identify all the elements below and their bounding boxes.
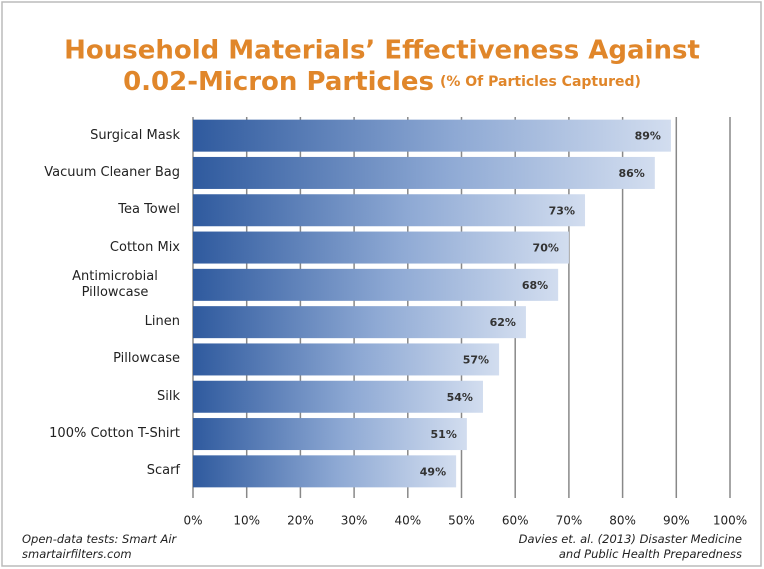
value-label: 54% [447,391,473,404]
y-tick-label: Scarf [146,463,180,479]
value-label: 86% [618,167,644,180]
note-line: smartairfilters.com [22,547,132,561]
x-tick-label: 80% [609,514,636,528]
chart-title: Household Materials’ Effectiveness Again… [64,36,700,66]
y-tick-label: Linen [144,314,180,330]
x-tick-label: 0% [183,514,202,528]
bar [193,268,559,301]
citation-note: Davies et. al. (2013) Disaster Medicine a… [519,532,742,562]
note-line: Open-data tests: Smart Air [22,532,177,546]
bar [193,119,671,152]
title-second-line: 0.02-Micron Particles [123,67,434,97]
bar [193,455,457,488]
bar [193,194,586,227]
source-note: Open-data tests: Smart Air smartairfilter… [22,532,176,562]
x-tick-label: 60% [502,514,529,528]
y-tick-label: Pillowcase [113,351,180,367]
value-label: 49% [420,465,446,478]
x-tick-label: 10% [233,514,260,528]
y-tick-label: Tea Towel [118,202,180,218]
value-label: 51% [431,428,457,441]
y-tick-label: Silk [156,388,180,404]
bar [193,418,467,451]
chart-title-line: 0.02-Micron Particles (% Of Particles Cap… [123,67,641,97]
y-tick-label: Surgical Mask [90,127,180,143]
x-tick-label: 30% [341,514,368,528]
y-tick-label: Antimicrobial Pillowcase [72,268,158,300]
x-tick-label: 40% [394,514,421,528]
value-label: 68% [522,279,548,292]
value-label: 89% [635,130,661,143]
y-tick-label: Cotton Mix [109,239,180,255]
value-label: 57% [463,353,489,366]
y-tick-label: 100% Cotton T-Shirt [49,426,180,442]
y-tick-label: Vacuum Cleaner Bag [44,164,180,180]
x-tick-label: 70% [556,514,583,528]
bar [193,231,569,264]
note-line: and Public Health Preparedness [558,547,742,561]
note-line: Davies et. al. (2013) Disaster Medicine [518,532,742,546]
bar [193,380,483,413]
x-tick-label: 50% [448,514,475,528]
x-tick-label: 20% [287,514,314,528]
x-tick-label: 100% [713,514,747,528]
bar [193,306,526,339]
value-label: 73% [549,204,575,217]
chart-subtitle: (% Of Particles Captured) [440,74,641,90]
x-tick-label: 90% [663,514,690,528]
bar [193,156,655,189]
bar [193,343,500,376]
value-label: 62% [490,316,516,329]
value-label: 70% [533,242,559,255]
